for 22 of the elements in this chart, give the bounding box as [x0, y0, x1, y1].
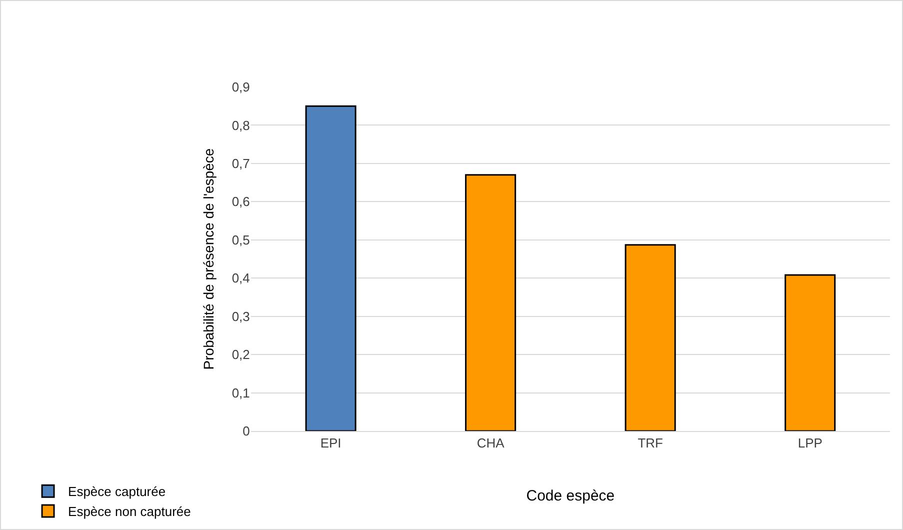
legend-label: Espèce capturée	[68, 484, 166, 500]
y-tick-label: 0,9	[232, 80, 250, 95]
y-tick-label: 0,5	[232, 232, 250, 248]
y-tick-label: 0,2	[232, 347, 250, 362]
bar	[305, 105, 356, 431]
bar	[624, 244, 676, 431]
x-tick-label: CHA	[476, 436, 505, 451]
bar	[465, 174, 516, 431]
y-tick-label: 0,1	[232, 385, 250, 400]
x-tick-label: TRF	[638, 436, 664, 451]
y-tick-label: 0,6	[232, 194, 250, 210]
y-tick-label: 0,7	[232, 156, 250, 171]
y-tick-label: 0,4	[232, 270, 250, 286]
y-tick-label: 0,3	[232, 308, 250, 324]
legend-label: Espèce non capturée	[68, 504, 191, 520]
y-axis-title: Probabilité de présence de l'espèce	[200, 148, 216, 370]
x-tick-label: EPI	[320, 436, 342, 451]
x-tick-label: LPP	[798, 436, 822, 451]
bar	[784, 274, 836, 431]
x-axis-title: Code espèce	[526, 488, 615, 505]
y-tick-label: 0	[242, 424, 250, 439]
y-tick-label: 0,8	[232, 118, 250, 133]
